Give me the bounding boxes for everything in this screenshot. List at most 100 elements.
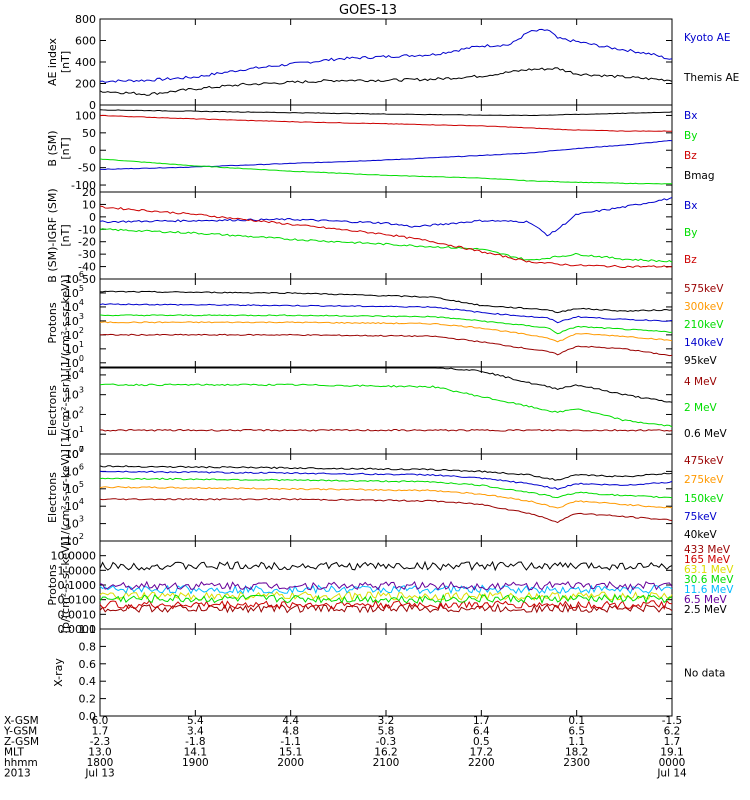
series-line-165-MeV <box>99 599 673 611</box>
series-line-75keV <box>99 470 673 490</box>
y-axis-label: [1/(cm²-s-sr-keV)] <box>59 449 72 546</box>
panel-frame <box>99 628 673 717</box>
ephemeris-value: -1.8 <box>185 736 206 748</box>
y-tick-label: 0 <box>89 211 96 224</box>
y-tick-label: -30 <box>78 248 96 261</box>
legend-entry: 75keV <box>684 511 718 523</box>
legend-entry: 300keV <box>684 301 724 313</box>
ephemeris-value: 6.4 <box>473 726 490 738</box>
no-data-label: No data <box>684 668 725 680</box>
y-axis-label: Protons <box>46 302 59 343</box>
ephemeris-value: 19.1 <box>660 747 683 759</box>
y-tick-label: 200 <box>75 78 96 91</box>
legend-entry: 475keV <box>684 455 724 467</box>
legend-entry: 2.5 MeV <box>684 604 728 616</box>
y-tick-label: 0 <box>89 144 96 157</box>
y-tick-label: -50 <box>78 162 96 175</box>
y-tick-label: 0.4 <box>79 675 97 688</box>
y-tick-label: 0.8 <box>79 640 97 653</box>
y-axis-label: [nT] <box>59 51 72 73</box>
ephemeris-value: -1.5 <box>662 715 683 727</box>
y-tick-label: 0.1000 <box>58 579 97 592</box>
legend-entry: By <box>684 130 697 142</box>
y-tick-label: 0.6 <box>79 658 97 671</box>
y-axis-label: Electrons <box>46 472 59 523</box>
legend-entry: Bz <box>684 150 697 162</box>
y-tick-label: 10.0000 <box>51 550 97 563</box>
legend-entry: Kyoto AE <box>684 32 730 44</box>
y-tick-label: -20 <box>78 236 96 249</box>
series-line-Bz <box>99 114 673 132</box>
series-line-2.5-MeV <box>99 560 673 572</box>
y-tick-label: -40 <box>78 261 96 274</box>
panel-frame <box>99 366 673 455</box>
ephemeris-value: 1.7 <box>473 715 490 727</box>
y-tick-label: 0.0010 <box>58 608 97 621</box>
legend-entry: Bmag <box>684 170 715 182</box>
series-line-275keV <box>99 485 673 509</box>
ephemeris-row-label: MLT <box>4 747 24 759</box>
legend-entry: 575keV <box>684 283 724 295</box>
legend-entry: 433 MeV <box>684 544 731 556</box>
y-tick-label: -10 <box>78 223 96 236</box>
legend-entry: 140keV <box>684 337 724 349</box>
ephemeris-value: Jul 13 <box>84 768 114 780</box>
ephemeris-row-label: Y-GSM <box>3 726 37 738</box>
ephemeris-value: Jul 14 <box>656 768 687 780</box>
y-axis-label: [nT] <box>59 137 72 159</box>
y-tick-label: -50 <box>78 273 96 286</box>
ephemeris-value: 17.2 <box>470 747 493 759</box>
legend-entry: 165 MeV <box>684 554 731 566</box>
y-axis-label: [1/(cm²-s-sr)] <box>59 374 72 447</box>
panel-1: 0 200 400 600 800 AE index [nT] Kyoto AE Themis … <box>46 13 739 112</box>
series-line-Kyoto-AE <box>99 28 673 83</box>
y-axis-label: B (SM) <box>46 130 59 166</box>
series-line-Bx <box>100 139 673 171</box>
ephemeris-value: 2100 <box>373 757 400 769</box>
y-tick-label: 100 <box>75 109 96 122</box>
panel-frame <box>99 18 673 106</box>
panel-2: -100 -50 0 50 100 B (SM) [nT] Bx By Bz Bmag <box>46 104 715 193</box>
series-line-Bz <box>99 205 673 268</box>
ephemeris-value: 2000 <box>277 757 304 769</box>
series-line-30.6-MeV <box>99 593 673 605</box>
y-tick-label: 400 <box>75 56 96 69</box>
series-line-By <box>99 158 673 185</box>
y-tick-label: 0.0 <box>79 710 97 723</box>
y-axis-label: B (SM)-IGRF (SM) <box>46 188 59 282</box>
y-tick-label: 800 <box>75 13 96 26</box>
legend-entry: 210keV <box>684 319 724 331</box>
legend-entry: Bx <box>684 200 697 212</box>
ephemeris-value: 0000 <box>659 757 686 769</box>
ephemeris-value: 2300 <box>563 757 590 769</box>
legend-entry: 150keV <box>684 493 724 505</box>
series-line-Bx <box>99 196 673 237</box>
ephemeris-value: 15.1 <box>279 747 302 759</box>
ephemeris-value: -1.1 <box>280 736 301 748</box>
ephemeris-value: 14.1 <box>184 747 207 759</box>
y-tick-label: 1.0000 <box>58 564 97 577</box>
legend-entry: 0.6 MeV <box>684 428 728 440</box>
series-line-95keV <box>99 290 673 314</box>
series-line-2-MeV <box>99 383 673 428</box>
legend-entry: 63.1 MeV <box>684 564 734 576</box>
y-tick-label: -100 <box>71 179 96 192</box>
y-tick-label: 0.0001 <box>58 623 97 636</box>
ephemeris-value: 1.7 <box>664 736 681 748</box>
y-tick-label: 50 <box>82 127 96 140</box>
ephemeris-value: 6.5 <box>568 726 585 738</box>
legend-entry: Bx <box>684 110 697 122</box>
series-line-4-MeV <box>99 428 673 432</box>
ephemeris-value: 1900 <box>182 757 209 769</box>
y-axis-label: [p/(cm²-s-sr-keV)] <box>59 537 72 634</box>
series-line-Themis-AE <box>99 67 673 96</box>
ephemeris-value: 4.8 <box>282 726 299 738</box>
ephemeris-value: 16.2 <box>374 747 397 759</box>
legend-entry: 95keV <box>684 355 718 367</box>
